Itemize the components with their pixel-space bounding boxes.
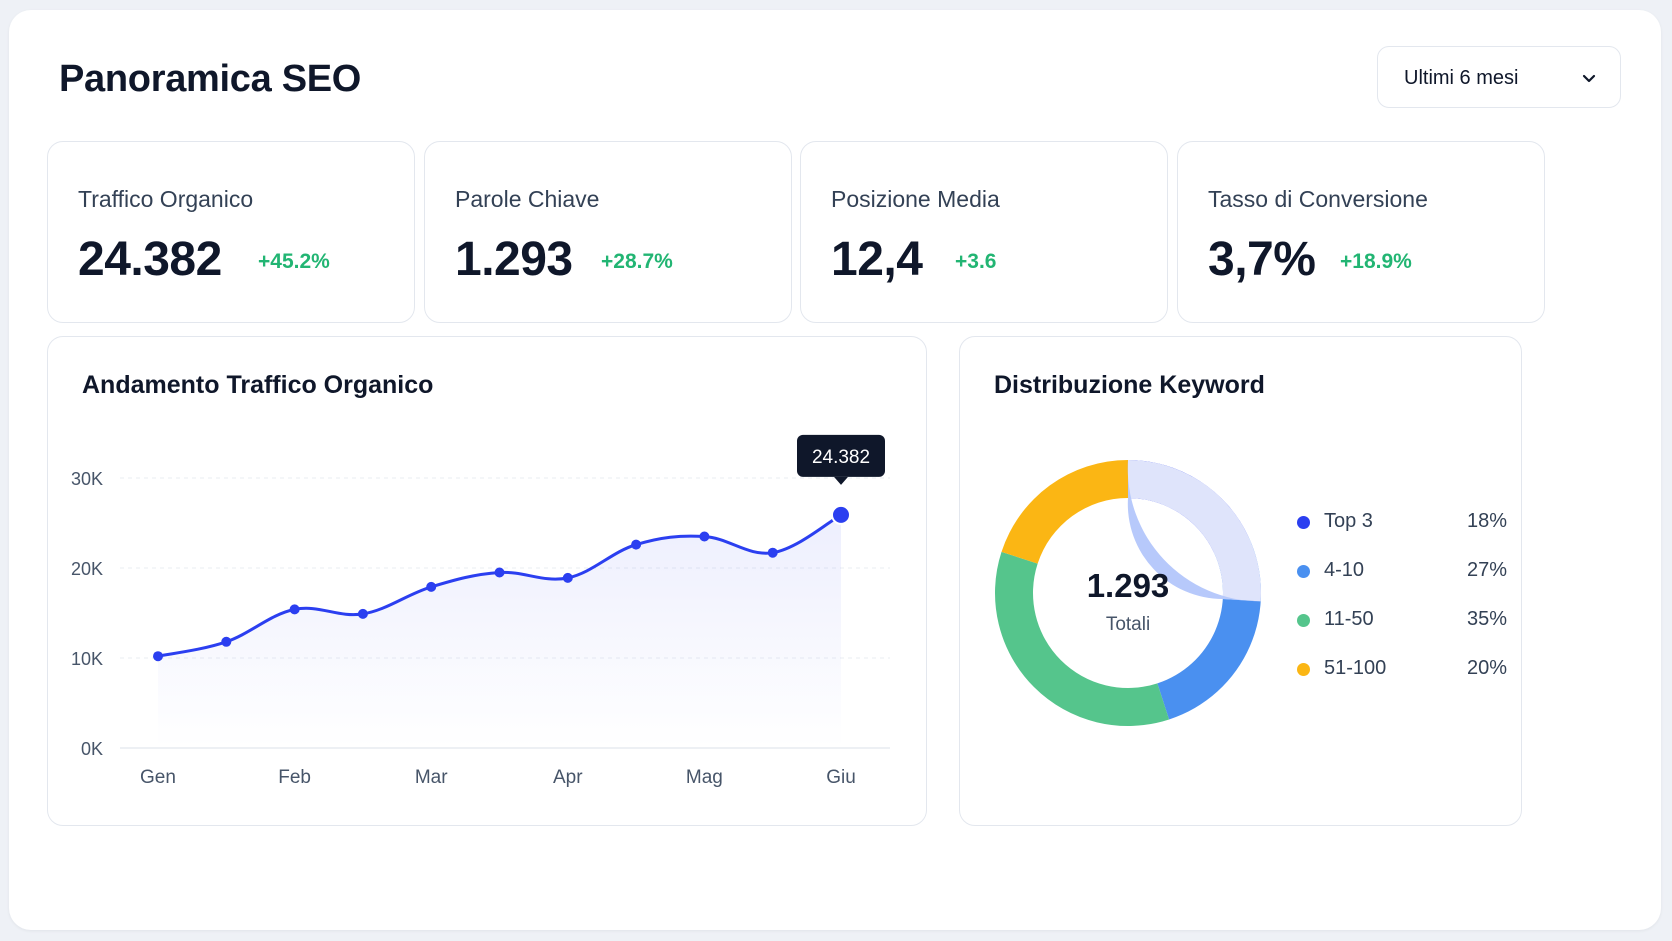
- data-point: [358, 609, 368, 619]
- donut-center-label: Totali: [1106, 614, 1150, 635]
- page-title: Panoramica SEO: [59, 58, 361, 101]
- legend-label: 4-10: [1324, 559, 1364, 582]
- y-tick-label: 30K: [71, 469, 103, 489]
- y-tick-label: 0K: [81, 739, 103, 759]
- traffic-line-chart: 0K 10K 20K 30K Gen Feb Mar Apr Mag Giu 24.382: [48, 337, 928, 827]
- period-selected-label: Ultimi 6 mesi: [1404, 67, 1518, 90]
- data-point: [768, 548, 778, 558]
- data-point: [699, 532, 709, 542]
- tooltip-value: 24.382: [812, 447, 870, 468]
- donut-segment-51-100: [1002, 460, 1128, 564]
- legend-percentage: 27%: [1467, 559, 1507, 582]
- legend-label: Top 3: [1324, 510, 1373, 533]
- y-tick-label: 20K: [71, 559, 103, 579]
- legend-swatch: [1297, 614, 1310, 627]
- chart-tooltip: 24.382: [797, 435, 885, 485]
- kpi-value: 24.382: [78, 232, 222, 287]
- x-tick-label: Gen: [140, 767, 176, 788]
- tooltip-pointer: [834, 477, 848, 485]
- data-point: [631, 540, 641, 550]
- data-point: [563, 573, 573, 583]
- legend-label: 51-100: [1324, 657, 1386, 680]
- x-tick-label: Mar: [415, 767, 448, 788]
- data-point: [221, 637, 231, 647]
- traffic-area-fill: [158, 515, 841, 748]
- kpi-delta: +45.2%: [258, 250, 330, 274]
- highlight-point: [832, 506, 850, 524]
- data-point: [153, 651, 163, 661]
- x-tick-label: Mag: [686, 767, 723, 788]
- kpi-delta: +3.6: [955, 250, 996, 274]
- data-point: [290, 604, 300, 614]
- data-point: [426, 582, 436, 592]
- legend-item: 4-10 27%: [1297, 556, 1507, 586]
- legend-percentage: 20%: [1467, 657, 1507, 680]
- legend-swatch: [1297, 663, 1310, 676]
- kpi-card-organic-traffic: Traffico Organico 24.382 +45.2%: [47, 141, 415, 323]
- keyword-legend: Top 3 18% 4-10 27% 11-50 35% 51-100 20%: [1297, 507, 1507, 707]
- data-point: [495, 568, 505, 578]
- traffic-chart-card: Andamento Traffico Organico 0K 10K 20K 30K G…: [47, 336, 927, 826]
- dashboard-panel: Panoramica SEO Ultimi 6 mesi Traffico Or…: [9, 10, 1661, 930]
- x-tick-label: Giu: [826, 767, 856, 788]
- kpi-value: 1.293: [455, 232, 573, 287]
- x-tick-label: Feb: [278, 767, 311, 788]
- x-tick-label: Apr: [553, 767, 583, 788]
- kpi-delta: +28.7%: [601, 250, 673, 274]
- kpi-label: Traffico Organico: [78, 186, 253, 213]
- kpi-value: 12,4: [831, 232, 922, 287]
- legend-item: 51-100 20%: [1297, 654, 1507, 684]
- kpi-card-conversion-rate: Tasso di Conversione 3,7% +18.9%: [1177, 141, 1545, 323]
- legend-item: 11-50 35%: [1297, 605, 1507, 635]
- kpi-label: Parole Chiave: [455, 186, 599, 213]
- y-tick-label: 10K: [71, 649, 103, 669]
- kpi-label: Tasso di Conversione: [1208, 186, 1428, 213]
- kpi-value: 3,7%: [1208, 232, 1315, 287]
- legend-percentage: 18%: [1467, 510, 1507, 533]
- period-dropdown[interactable]: Ultimi 6 mesi: [1377, 46, 1621, 108]
- kpi-card-keywords: Parole Chiave 1.293 +28.7%: [424, 141, 792, 323]
- legend-swatch: [1297, 516, 1310, 529]
- chevron-down-icon: [1580, 69, 1598, 87]
- legend-item: Top 3 18%: [1297, 507, 1507, 537]
- legend-percentage: 35%: [1467, 608, 1507, 631]
- kpi-card-average-position: Posizione Media 12,4 +3.6: [800, 141, 1168, 323]
- legend-label: 11-50: [1324, 608, 1374, 631]
- kpi-delta: +18.9%: [1340, 250, 1412, 274]
- donut-center-value: 1.293: [1087, 567, 1170, 604]
- kpi-label: Posizione Media: [831, 186, 1000, 213]
- legend-swatch: [1297, 565, 1310, 578]
